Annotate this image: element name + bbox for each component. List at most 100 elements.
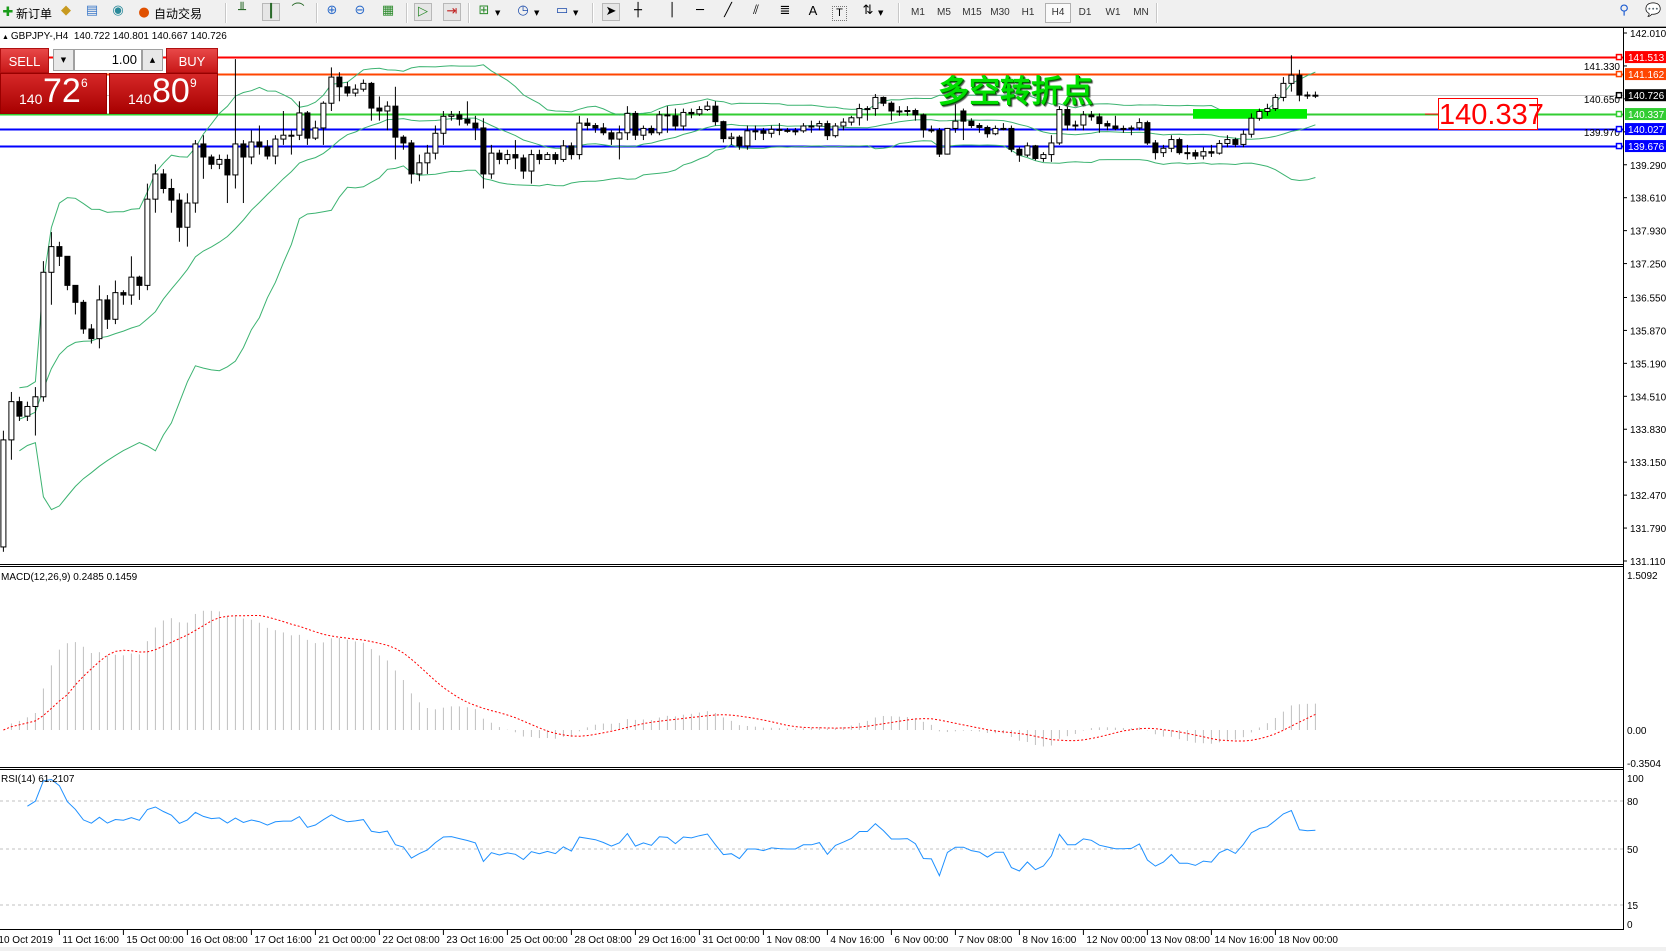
candle (472, 115, 479, 141)
candle (760, 127, 767, 141)
timeframe-h1[interactable]: H1 (1021, 7, 1035, 18)
time-axis-label: 16 Oct 08:00 (190, 935, 248, 946)
line-chart-icon[interactable]: ⌒ (291, 3, 305, 18)
periods-icon[interactable]: ◷ (517, 3, 529, 18)
candle (816, 120, 823, 131)
buy-price-pip: 9 (190, 76, 197, 90)
candle-body-bear (1152, 142, 1159, 154)
chat-icon[interactable]: 💬 (1645, 3, 1662, 18)
timeframe-w1[interactable]: W1 (1105, 7, 1121, 18)
candle-body-bull (528, 154, 535, 172)
equidistant-channel-icon[interactable]: ⫽ (753, 3, 759, 18)
candle-body-bull (848, 117, 855, 123)
candle (184, 193, 191, 247)
navigator-icon[interactable]: ▤ (85, 3, 99, 18)
price-tag-140.027 (1625, 123, 1666, 136)
candle (1216, 140, 1223, 155)
candle-body-bear (400, 136, 407, 144)
candle-body-bull (40, 271, 47, 398)
bar-chart-icon[interactable]: ╨ (238, 3, 246, 18)
arrows-icon[interactable]: ⇅ (862, 3, 874, 18)
cursor-icon[interactable]: ➤ (602, 3, 620, 21)
volume-increase-button[interactable]: ▲ (142, 49, 163, 71)
candle-body-bear (584, 122, 591, 127)
candle-body-bear (120, 292, 127, 296)
candle (1312, 91, 1319, 99)
timeframe-d1[interactable]: D1 (1078, 7, 1092, 18)
text-icon[interactable]: A (808, 3, 818, 18)
candle-body-bear (392, 105, 399, 138)
candle-body-bull (184, 202, 191, 228)
vertical-line-icon[interactable]: │ (668, 3, 676, 18)
chart-shift-icon[interactable]: ⇥ (443, 3, 461, 21)
candle-body-bull (656, 114, 663, 134)
candle-body-bull (1136, 122, 1143, 129)
timeframe-m30[interactable]: M30 (990, 7, 1010, 18)
candle-body-bear (200, 143, 207, 158)
price-label-annotation[interactable]: 140.337 (1438, 98, 1544, 131)
fibonacci-icon[interactable]: ≣ (779, 3, 791, 18)
horizontal-line-icon[interactable]: ─ (696, 3, 704, 18)
sell-button[interactable]: SELL (0, 48, 49, 73)
periods-dropdown-icon[interactable]: ▼ (534, 9, 540, 17)
zoom-in-icon[interactable]: ⊕ (326, 3, 338, 18)
candle (352, 84, 359, 97)
macd-axis-label: 0.00 (1627, 726, 1647, 737)
trendline-icon[interactable]: ╱ (724, 3, 732, 18)
candle (112, 280, 119, 325)
text-label-icon[interactable]: T (832, 6, 847, 21)
one-click-trading-panel: SELL ▼ 1.00 ▲ BUY 140 72 6 140 80 9 (0, 48, 218, 114)
arrows-dropdown-icon[interactable]: ▼ (878, 9, 884, 17)
candle-body-bear (464, 118, 471, 124)
buy-price-button[interactable]: 140 80 9 (109, 72, 218, 114)
reversal-point-annotation[interactable]: 多空转折点 (938, 74, 1093, 110)
candle (1080, 110, 1087, 131)
price-axis-label: 142.010 (1630, 29, 1666, 40)
signal-icon[interactable]: ◉ (112, 3, 124, 18)
candle (928, 125, 935, 133)
candle (32, 387, 39, 436)
candle (168, 178, 175, 213)
indicators-icon[interactable]: ⊞ (478, 3, 490, 18)
tile-icon[interactable]: ▦ (381, 3, 395, 18)
timeframe-m15[interactable]: M15 (962, 7, 982, 18)
symbol-info-text: GBPJPY-,H4 140.722 140.801 140.667 140.7… (10, 31, 227, 42)
candle-body-bear (208, 156, 215, 165)
candle-body-bull (832, 125, 839, 137)
new-order-button[interactable]: ✚ 新订单 (0, 3, 52, 23)
volume-decrease-button[interactable]: ▼ (53, 49, 74, 71)
auto-trading-button[interactable]: ● 自动交易 (136, 3, 202, 23)
candle (920, 113, 927, 138)
candle (1016, 147, 1023, 162)
candle (1008, 125, 1015, 153)
candle-body-bull (1248, 117, 1255, 135)
candle (768, 125, 775, 138)
candle-body-bull (544, 154, 551, 160)
candle (1296, 69, 1303, 102)
sell-price-button[interactable]: 140 72 6 (0, 72, 107, 114)
candle-chart-icon[interactable]: ┃ (262, 3, 280, 21)
candle-body-bull (616, 132, 623, 140)
templates-dropdown-icon[interactable]: ▼ (573, 9, 579, 17)
timeframe-h4[interactable]: H4 (1045, 3, 1071, 23)
buy-button[interactable]: BUY (166, 48, 218, 73)
candle-body-bear (760, 130, 767, 134)
crosshair-icon[interactable]: ┼ (634, 3, 642, 18)
candle (736, 135, 743, 150)
zoom-out-icon[interactable]: ⊖ (354, 3, 366, 18)
candle (1192, 149, 1199, 160)
timeframe-m5[interactable]: M5 (937, 7, 951, 18)
timeframe-mn[interactable]: MN (1133, 7, 1149, 18)
volume-input[interactable]: 1.00 (74, 49, 142, 71)
indicators-dropdown-icon[interactable]: ▼ (495, 9, 501, 17)
candle (512, 140, 519, 170)
search-icon[interactable]: ⚲ (1619, 3, 1629, 18)
timeframe-m1[interactable]: M1 (911, 7, 925, 18)
templates-icon[interactable]: ▭ (555, 3, 569, 18)
candle (664, 106, 671, 133)
collapse-triangle-icon[interactable]: ▲ (2, 34, 11, 41)
candle (520, 154, 527, 179)
gold-icon[interactable]: ◆ (61, 3, 71, 18)
autoscroll-icon[interactable]: ▷ (414, 3, 432, 21)
